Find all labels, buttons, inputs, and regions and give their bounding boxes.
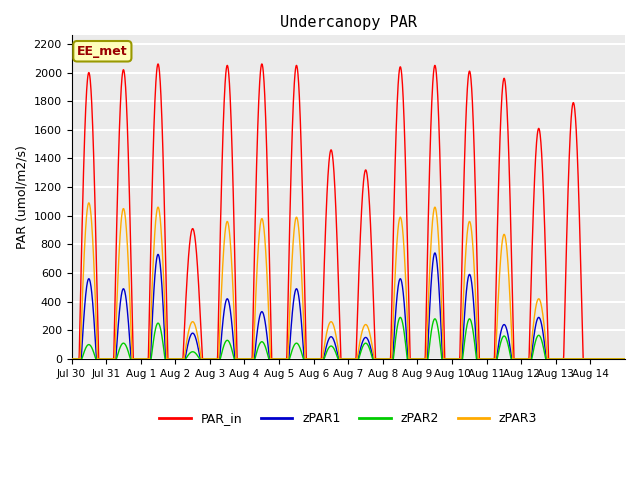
Title: Undercanopy PAR: Undercanopy PAR — [280, 15, 417, 30]
Text: EE_met: EE_met — [77, 45, 128, 58]
Legend: PAR_in, zPAR1, zPAR2, zPAR3: PAR_in, zPAR1, zPAR2, zPAR3 — [154, 407, 542, 430]
Y-axis label: PAR (umol/m2/s): PAR (umol/m2/s) — [15, 145, 28, 249]
